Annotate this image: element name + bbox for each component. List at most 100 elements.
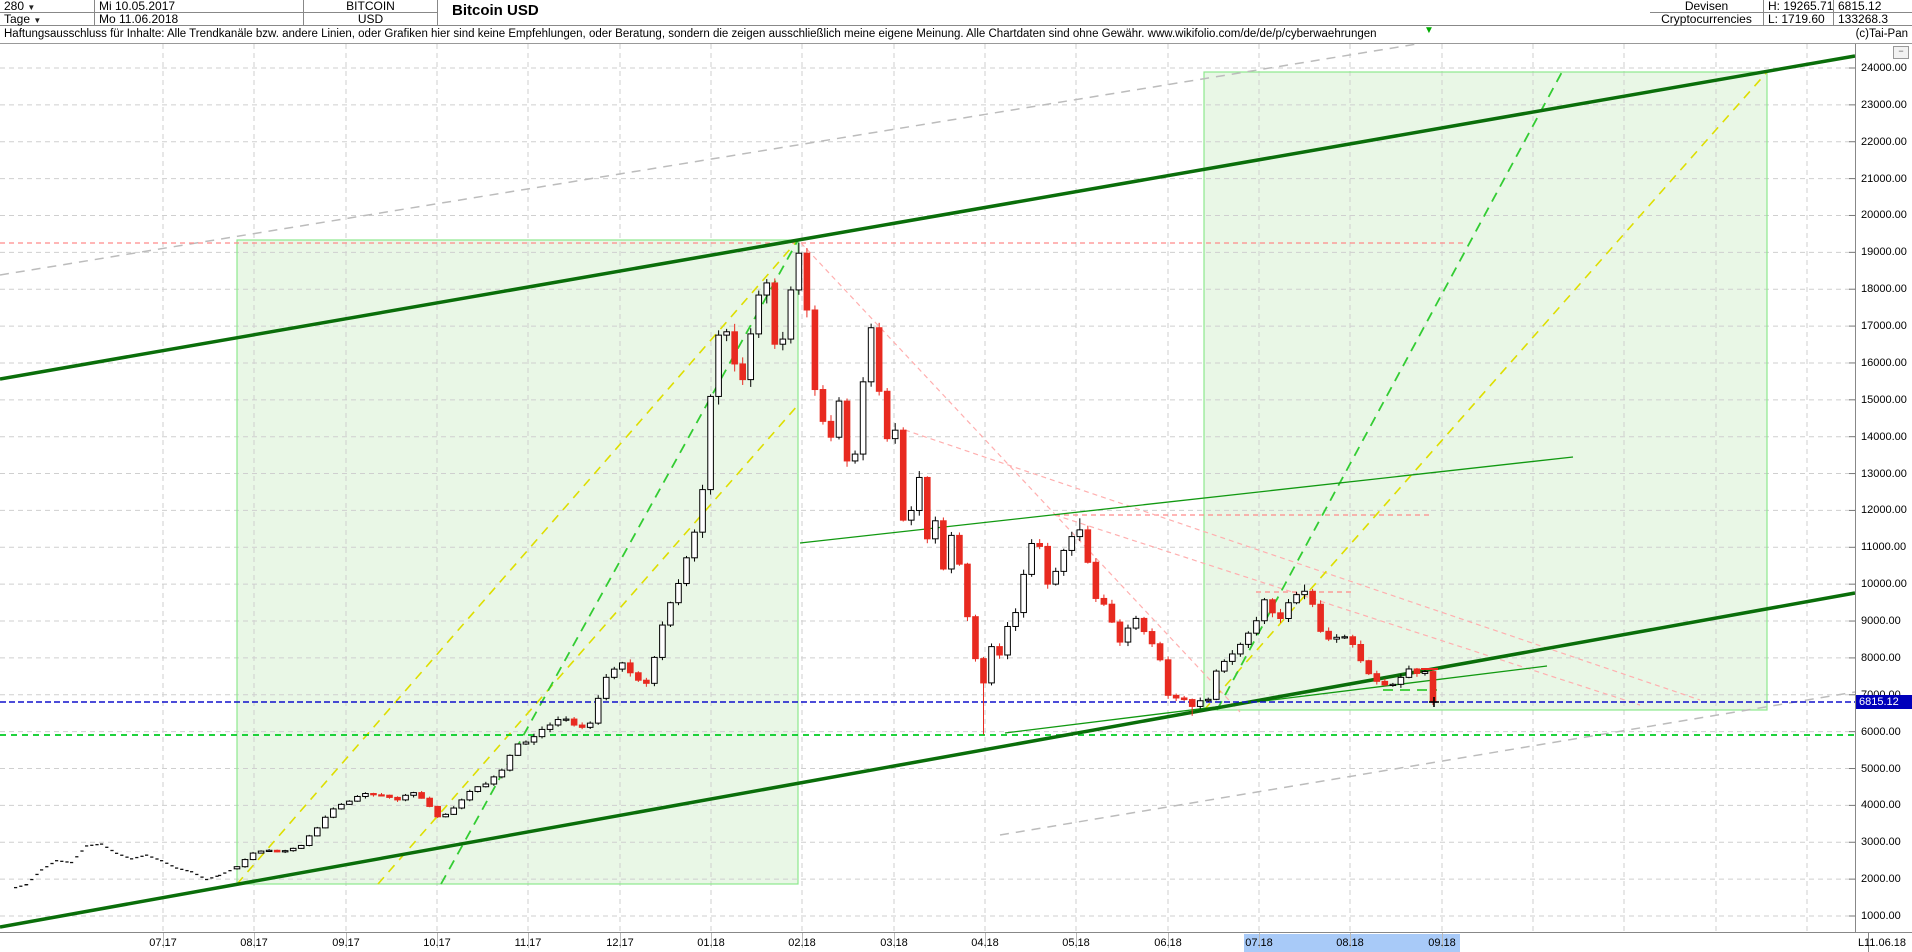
- candle-body: [875, 327, 883, 392]
- price-axis-label: 1000.00: [1861, 910, 1901, 922]
- candle-body: [899, 429, 907, 521]
- candle-body: [940, 520, 947, 570]
- candle-body: [1044, 545, 1052, 585]
- time-axis[interactable]: L 11.06.18 07.17 08.17 09.17 10.17 11.17 12.1…: [0, 932, 1912, 952]
- candle-body: [1341, 636, 1349, 639]
- candle-body: [1180, 697, 1188, 701]
- candle-body: [522, 741, 530, 745]
- candle-body: [988, 646, 995, 684]
- downtrend-line-dashed[interactable]: [1054, 514, 1641, 706]
- candle-body: [1381, 680, 1389, 686]
- time-selection-highlight[interactable]: [1244, 934, 1460, 952]
- candle-body: [771, 282, 779, 345]
- candle-body: [402, 794, 409, 801]
- time-axis-tick: [346, 933, 347, 948]
- candle-body: [1373, 673, 1381, 682]
- candle-body: [313, 827, 321, 837]
- candle-body: [618, 662, 626, 670]
- time-axis-tick: [894, 933, 895, 948]
- candle-body: [1172, 694, 1180, 699]
- candle-body: [450, 807, 458, 815]
- price-axis-label: 8000.00: [1861, 651, 1901, 664]
- price-axis-label: 12000.00: [1861, 504, 1907, 517]
- candle-body: [257, 850, 265, 854]
- candle-body: [891, 429, 899, 440]
- time-axis-label: 07.17: [149, 937, 177, 949]
- candle-body: [755, 294, 763, 335]
- candle-body: [1333, 636, 1340, 640]
- candle-body: [386, 794, 393, 798]
- green-trendline-thin[interactable]: [1004, 665, 1548, 734]
- candle-body: [594, 697, 602, 724]
- candle-body: [546, 724, 554, 730]
- candle-body: [1237, 643, 1244, 655]
- axis-corner-divider: [1868, 933, 1869, 952]
- candle-body: [1397, 676, 1405, 685]
- candle-body: [803, 252, 811, 311]
- period-selector[interactable]: 280 ▼ Tage ▼: [0, 0, 95, 25]
- candle-body: [683, 557, 690, 584]
- price-axis-label: 19000.00: [1861, 246, 1907, 259]
- time-axis-tick: [1168, 933, 1169, 948]
- price-axis[interactable]: 24000.00 23000.00 22000.00 21000.00 20000.00…: [1855, 44, 1912, 952]
- candle-body: [1012, 612, 1019, 627]
- yellow-projection-diagonal[interactable]: [377, 404, 799, 885]
- candle-body: [1188, 699, 1196, 707]
- yellow-projection-diagonal[interactable]: [1203, 71, 1768, 711]
- price-axis-label: 16000.00: [1861, 356, 1907, 369]
- candle-body: [915, 476, 923, 511]
- trend-channel-line[interactable]: [0, 54, 1856, 381]
- candle-body: [1261, 599, 1268, 622]
- candle-body: [249, 852, 257, 861]
- time-axis-label: 05.18: [1062, 937, 1090, 949]
- period-dropdown-icon[interactable]: ▼: [27, 3, 36, 12]
- trend-projection-box-border[interactable]: [1203, 71, 1768, 711]
- downtrend-line-dashed[interactable]: [904, 429, 1701, 701]
- symbol-cell[interactable]: BITCOIN USD: [304, 0, 438, 25]
- scroll-position-marker-icon[interactable]: ▼: [1424, 25, 1434, 36]
- downtrend-line-dashed[interactable]: [800, 242, 1241, 713]
- candle-body: [739, 363, 746, 381]
- candle-body: [338, 803, 345, 810]
- timeframe-dropdown-icon[interactable]: ▼: [33, 16, 42, 25]
- timeframe-value: Tage: [4, 12, 31, 26]
- symbol-currency: USD: [357, 12, 384, 26]
- candle-body: [1365, 660, 1373, 675]
- candle-body: [378, 794, 385, 797]
- time-axis-label: 10.17: [423, 937, 451, 949]
- candle-body: [321, 816, 329, 829]
- disclaimer-text: Haftungsausschluss für Inhalte: Alle Tre…: [4, 28, 1377, 40]
- candle-body: [715, 334, 722, 397]
- candle-body: [699, 489, 706, 533]
- candle-body: [1004, 625, 1011, 656]
- candle-body: [586, 722, 594, 728]
- date-range-cell[interactable]: Mi 10.05.2017 Mo 11.06.2018: [95, 0, 304, 25]
- price-axis-label: 3000.00: [1861, 836, 1901, 849]
- last-price-tag: 6815.12: [1856, 695, 1912, 709]
- candle-body: [1421, 671, 1429, 674]
- candle-body: [779, 338, 787, 345]
- candle-body: [691, 531, 698, 559]
- price-axis-label: 2000.00: [1861, 873, 1901, 886]
- time-axis-label: 02.18: [788, 937, 816, 949]
- grey-parallel-trendline[interactable]: [999, 691, 1856, 836]
- time-axis-tick: [1442, 933, 1443, 948]
- time-axis-label: 09.17: [332, 937, 360, 949]
- yellow-projection-diagonal[interactable]: [236, 239, 799, 885]
- candle-body: [635, 672, 642, 681]
- symbol-name: BITCOIN: [304, 0, 437, 13]
- candle-body: [1100, 597, 1108, 605]
- time-axis-tick: [528, 933, 529, 948]
- collapse-axis-icon[interactable]: −: [1893, 46, 1909, 59]
- time-axis-tick: [1350, 933, 1351, 948]
- time-axis-label: 11.17: [514, 937, 542, 949]
- time-axis-label: 08.17: [240, 937, 268, 949]
- price-axis-label: 5000.00: [1861, 762, 1901, 775]
- high-value: H: 19265.71: [1764, 0, 1833, 13]
- candle-body: [1285, 602, 1292, 619]
- trend-projection-box-border[interactable]: [236, 239, 799, 885]
- candle-body: [787, 289, 795, 340]
- trend-channel-line[interactable]: [0, 591, 1856, 929]
- last-date-label: 11.06.18: [1863, 937, 1906, 949]
